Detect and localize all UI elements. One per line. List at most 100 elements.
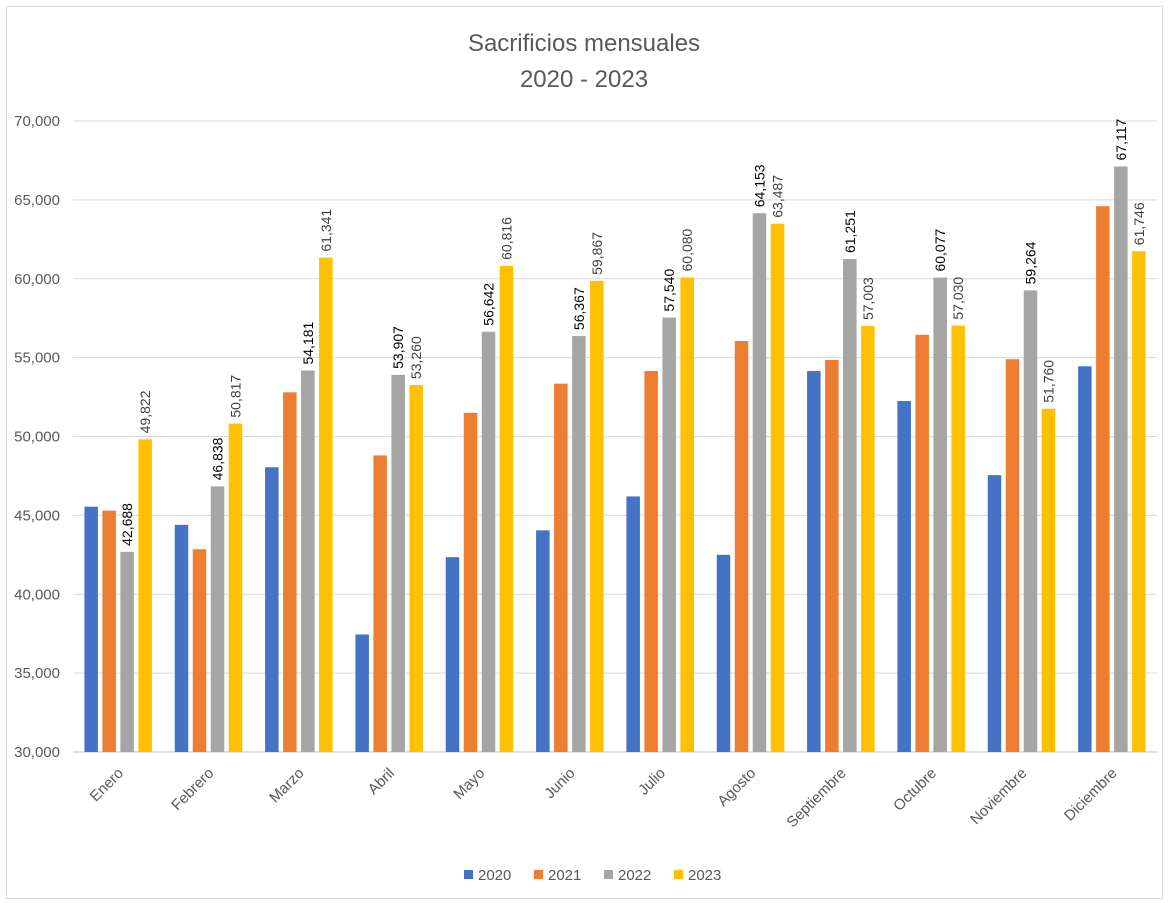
bar-2020-junio [536,530,550,752]
y-axis-ticks: 30,000 35,000 40,000 45,000 50,000 55,000 60,0… [14,113,60,761]
legend-swatch-2021 [534,870,543,879]
data-label-2023-enero: 49,822 [137,390,153,433]
gridlines [73,120,1157,753]
x-tick-label: Septiembre [783,765,849,831]
legend-label-2020: 2020 [478,867,511,884]
data-label-2022-julio: 57,540 [661,269,677,312]
bar-2021-abril [373,455,387,752]
data-label-2022-septiembre: 61,251 [842,210,858,253]
data-label-2022-agosto: 64,153 [752,164,768,207]
bar-2021-julio [644,371,658,752]
y-tick-label: 35,000 [14,665,60,682]
bar-2022-enero [120,551,134,752]
bar-2023-febrero [228,423,243,752]
x-tick-label: Julio [635,765,669,799]
bar-2020-octubre [897,401,911,752]
bar-2023-diciembre [1132,251,1146,752]
bar-2023-junio [590,280,604,752]
bar-2022-diciembre [1114,166,1128,753]
bar-2023-marzo [319,257,333,752]
bar-2020-noviembre [987,475,1002,752]
chart-title-line-2: 2020 - 2023 [520,66,648,93]
legend-label-2023: 2023 [688,867,721,884]
bar-2022-febrero [210,486,225,752]
legend-swatch-2023 [674,870,683,879]
data-label-2023-julio: 60,080 [679,228,695,271]
bar-2023-julio [680,277,694,752]
data-label-2023-agosto: 63,487 [770,175,786,218]
y-tick-label: 50,000 [14,429,60,446]
bar-2020-mayo [445,557,460,752]
bar-2021-junio [554,383,568,752]
data-label-2022-mayo: 56,642 [481,283,497,326]
data-label-2023-noviembre: 51,760 [1041,360,1057,403]
bar-2023-septiembre [861,326,875,752]
x-tick-label: Marzo [266,765,307,806]
data-label-2022-enero: 42,688 [119,503,135,546]
chart-title-line-1: Sacrificios mensuales [468,30,700,57]
data-label-2022-noviembre: 59,264 [1023,241,1039,284]
bar-2022-agosto [752,213,767,752]
bar-2020-enero [84,506,98,752]
y-tick-label: 55,000 [14,350,60,367]
legend-swatch-2022 [604,870,613,879]
bar-2022-mayo [481,331,496,752]
bar-2021-marzo [283,392,297,752]
bar-2023-octubre [951,325,965,752]
bar-2022-julio [662,317,676,752]
bar-2022-noviembre [1023,290,1038,752]
x-tick-label: Febrero [168,765,217,814]
y-tick-label: 45,000 [14,507,60,524]
y-tick-label: 40,000 [14,586,60,603]
x-tick-label: Noviembre [967,765,1030,828]
data-label-2023-diciembre: 61,746 [1131,202,1147,245]
bar-2021-enero [102,510,116,752]
bar-2020-marzo [265,467,279,752]
x-tick-label: Diciembre [1061,765,1121,825]
legend: 2020 2021 2022 2023 [464,867,721,884]
y-tick-label: 70,000 [14,113,60,130]
data-label-2022-marzo: 54,181 [300,322,316,365]
bar-2022-octubre [933,277,947,752]
bar-2023-abril [409,385,423,752]
x-tick-label: Abril [365,765,398,798]
x-tick-label: Octubre [890,765,940,815]
bar-2022-junio [572,336,586,752]
data-label-2023-septiembre: 57,003 [860,277,876,320]
bar-2021-noviembre [1005,359,1020,752]
data-label-2022-octubre: 60,077 [932,229,948,272]
bar-2022-septiembre [843,259,857,752]
bar-2020-agosto [716,554,731,752]
data-label-2023-febrero: 50,817 [228,375,244,418]
legend-label-2022: 2022 [618,867,651,884]
data-label-2022-febrero: 46,838 [210,437,226,480]
data-label-2023-mayo: 60,816 [499,217,515,260]
data-label-2022-abril: 53,907 [390,326,406,369]
data-label-2023-octubre: 57,030 [950,277,966,320]
x-axis-ticks: Enero Febrero Marzo Abril Mayo Junio Julio Agos… [87,765,1121,831]
x-tick-label: Agosto [714,765,759,810]
data-label-2023-abril: 53,260 [408,336,424,379]
bar-2021-septiembre [825,359,839,752]
bar-2023-noviembre [1041,408,1056,752]
bar-2023-agosto [770,223,785,753]
bar-2021-octubre [915,334,929,752]
legend-swatch-2020 [464,870,473,879]
bar-2020-septiembre [807,371,821,752]
y-tick-label: 65,000 [14,192,60,209]
bar-2021-diciembre [1096,206,1110,752]
x-tick-label: Mayo [450,765,488,803]
x-tick-label: Enero [87,765,127,805]
data-label-2023-junio: 59,867 [589,232,605,275]
x-tick-label: Junio [541,765,578,802]
data-label-2022-diciembre: 67,117 [1113,118,1129,160]
bar-2021-febrero [192,549,207,752]
bar-2020-febrero [174,524,189,752]
bar-2023-enero [138,439,152,752]
bar-2021-mayo [463,412,478,752]
data-label-2023-marzo: 61,341 [318,209,334,252]
data-label-2022-junio: 56,367 [571,287,587,330]
bar-2021-agosto [734,341,749,752]
bar-2022-marzo [301,370,315,752]
